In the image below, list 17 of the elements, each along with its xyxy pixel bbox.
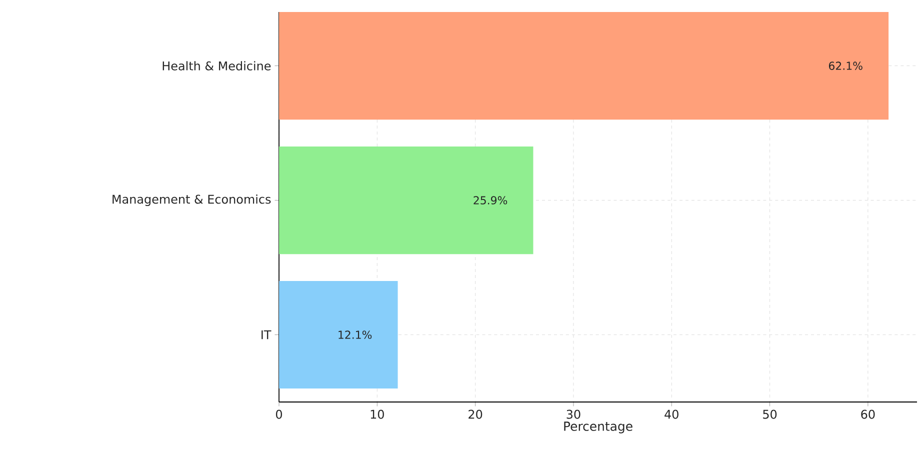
x-tick-label: 40 bbox=[664, 410, 678, 419]
x-tick-label: 20 bbox=[468, 410, 482, 419]
x-tick-label: 50 bbox=[763, 410, 777, 419]
x-tick-label: 30 bbox=[566, 410, 580, 419]
bar bbox=[279, 146, 534, 254]
data-label: 62.1% bbox=[828, 62, 862, 70]
y-tick-label: Health & Medicine bbox=[162, 61, 271, 70]
data-label: 25.9% bbox=[474, 196, 508, 204]
x-axis-title: Percentage bbox=[564, 422, 632, 434]
x-tick-label: 0 bbox=[276, 410, 282, 419]
bar bbox=[279, 12, 889, 120]
y-tick-label: Management & Economics bbox=[112, 194, 271, 206]
x-tick-label: 60 bbox=[861, 410, 875, 419]
bar bbox=[279, 280, 398, 389]
data-label: 12.1% bbox=[338, 330, 372, 339]
y-tick-label: IT bbox=[262, 330, 272, 340]
x-tick-label: 10 bbox=[370, 410, 384, 419]
